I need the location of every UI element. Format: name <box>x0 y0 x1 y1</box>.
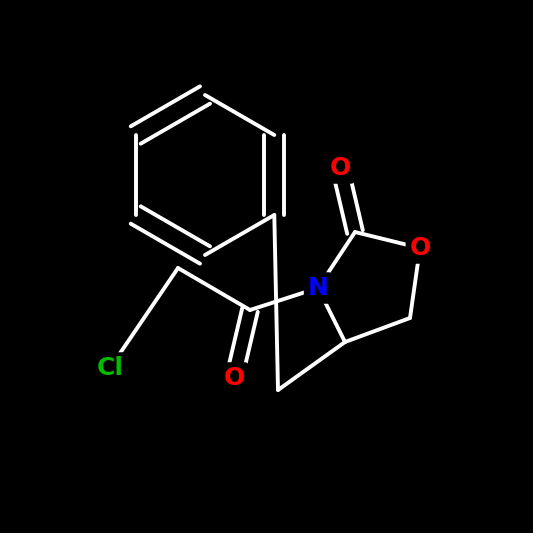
Text: Cl: Cl <box>96 356 124 380</box>
Text: O: O <box>409 236 431 260</box>
Text: N: N <box>308 276 328 300</box>
Text: O: O <box>223 366 245 390</box>
Text: O: O <box>329 156 351 180</box>
